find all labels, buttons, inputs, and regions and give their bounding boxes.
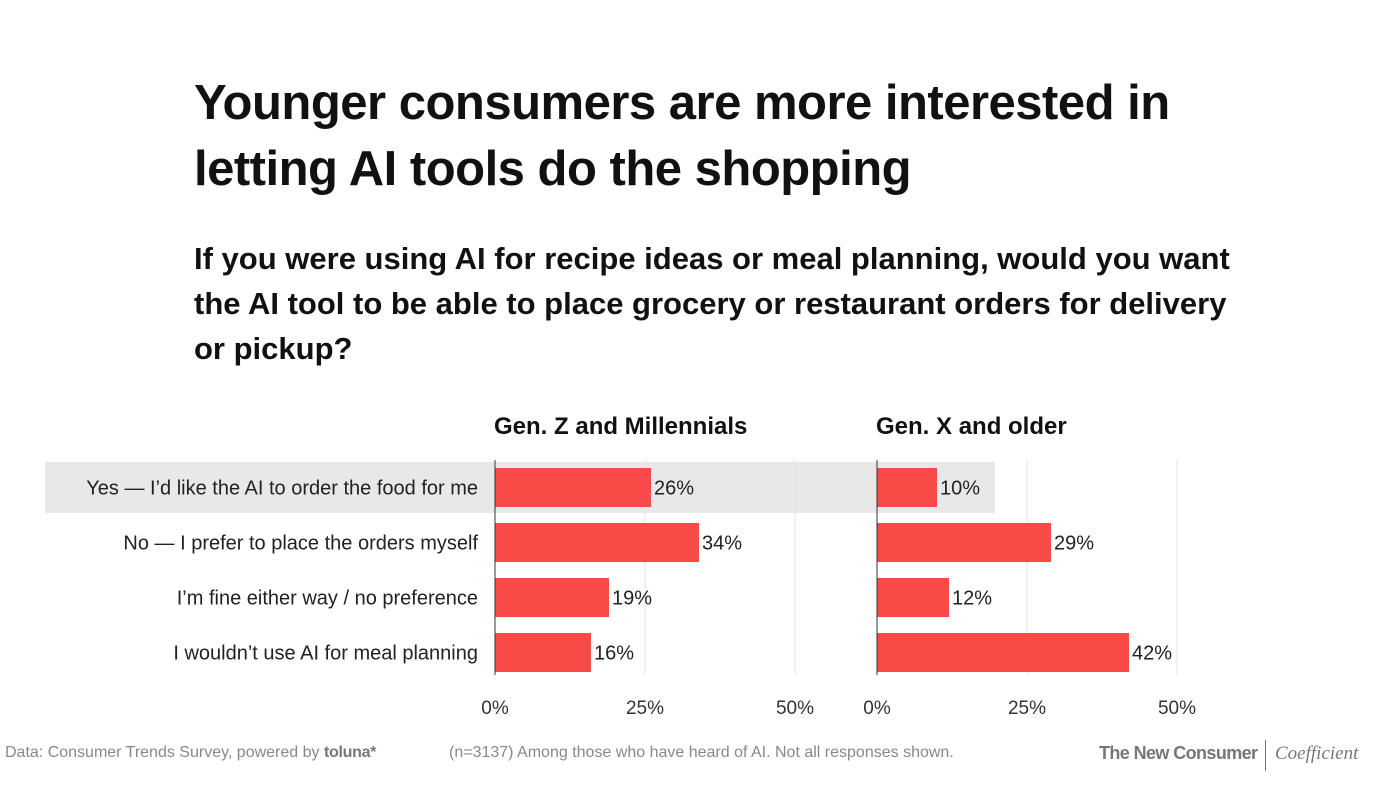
x-tick-label: 0% [481,698,509,719]
bar [877,633,1129,672]
x-tick-label: 50% [776,698,814,719]
bar-chart: 0% 25% 50% 0% 25% 50% Gen. Z and Millennials Ge… [45,413,1196,719]
data-source: Data: Consumer Trends Survey, powered by… [5,744,376,762]
panel-title-gen-z-millennials: Gen. Z and Millennials [494,413,747,440]
bar [495,578,609,617]
bar-value-label: 16% [594,643,634,665]
bar [877,468,937,507]
bar-value-label: 42% [1132,643,1172,665]
x-tick-label: 0% [863,698,891,719]
page-title: Younger consumers are more interested in… [194,76,1170,196]
x-tick-label: 25% [626,698,664,719]
bar-value-label: 19% [612,588,652,610]
bar-value-label: 12% [952,588,992,610]
bar [495,523,699,562]
sample-note: (n=3137) Among those who have heard of A… [449,744,954,761]
category-label: I’m fine either way / no preference [177,588,478,610]
panel-title-gen-x-older: Gen. X and older [876,413,1067,440]
category-label: No — I prefer to place the orders myself [123,533,478,555]
bar-value-label: 34% [702,533,742,555]
category-label: I wouldn’t use AI for meal planning [173,643,478,665]
brand-divider [1265,740,1266,771]
the-new-consumer-logo: The New Consumer [1099,743,1258,763]
chart-subtitle: If you were using AI for recipe ideas or… [194,241,1230,366]
bar [495,633,591,672]
source-text: Data: Consumer Trends Survey, powered by [5,744,320,761]
coefficient-logo: Coefficient [1275,743,1359,764]
bar-value-label: 26% [654,478,694,500]
toluna-logo: toluna* [323,744,377,761]
category-label: Yes — I’d like the AI to order the food … [86,478,478,500]
bar [495,468,651,507]
bar [877,523,1051,562]
x-tick-label: 25% [1008,698,1046,719]
bar-value-label: 29% [1054,533,1094,555]
bar-value-label: 10% [940,478,980,500]
x-tick-label: 50% [1158,698,1196,719]
bar [877,578,949,617]
